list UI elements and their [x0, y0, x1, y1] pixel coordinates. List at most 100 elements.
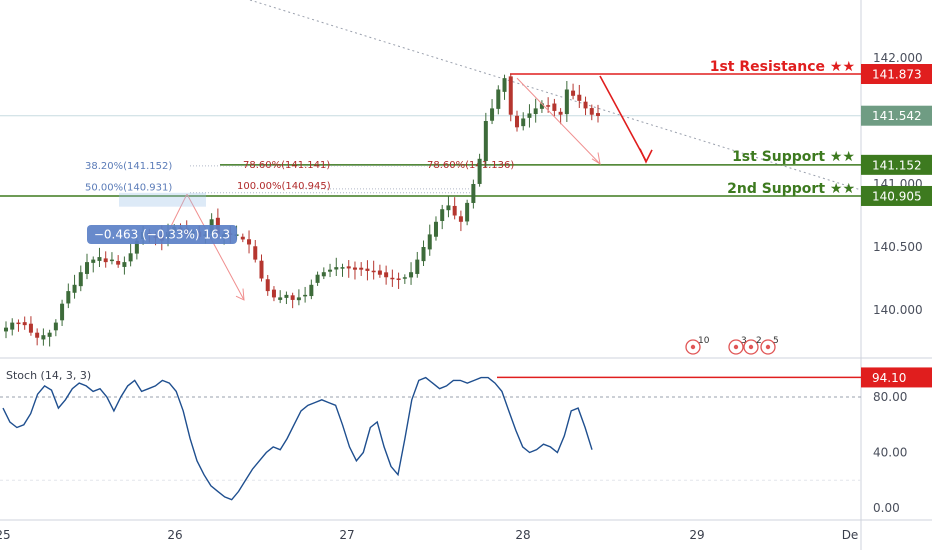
- candle-body: [321, 272, 326, 277]
- flag-event-icon: [765, 344, 771, 350]
- candle-body: [421, 247, 426, 262]
- candle-body: [527, 113, 532, 118]
- current-price-tag: [861, 105, 932, 126]
- candle-body: [128, 253, 133, 262]
- candle-body: [122, 262, 127, 267]
- price-tick-label: 140.500: [873, 240, 923, 254]
- candle-body: [409, 272, 414, 278]
- arrowhead-icon: [235, 288, 245, 301]
- candle-body: [278, 297, 283, 300]
- stoch-pane[interactable]: Stoch (14, 3, 3) 80.00 40.00 0.00 94.10: [0, 367, 932, 515]
- fib-label: 78.60%(141.136): [427, 160, 514, 171]
- support-2-label: 2nd Support ★★: [727, 181, 855, 197]
- time-tick-label: 26: [167, 528, 182, 542]
- candle-body: [259, 260, 264, 279]
- candle-body: [558, 111, 563, 115]
- fib-label: 50.00%(140.931): [85, 183, 172, 194]
- candle-body: [371, 270, 376, 273]
- candle-body: [377, 270, 382, 275]
- candle-body: [446, 205, 451, 211]
- time-axis[interactable]: 25 26 27 28 29 De: [0, 528, 858, 542]
- event-badge-count: 10: [698, 336, 710, 346]
- candle-body: [502, 78, 507, 92]
- flag-event-icon: [690, 344, 696, 350]
- stoch-legend: Stoch (14, 3, 3): [6, 369, 91, 382]
- candle-body: [78, 272, 83, 287]
- candle-body: [315, 274, 320, 283]
- current-price-tag-label: 141.542: [872, 109, 922, 123]
- candle-body: [433, 221, 438, 237]
- candle-body: [583, 101, 588, 109]
- candle-body: [247, 239, 252, 245]
- trendline: [249, 0, 862, 191]
- candle-body: [365, 268, 370, 271]
- candle-body: [303, 294, 308, 297]
- candle-body: [4, 327, 8, 332]
- flag-event-icon: [748, 344, 754, 350]
- candle-body: [41, 335, 46, 340]
- projection-arrow: [599, 75, 647, 162]
- candle-body: [571, 90, 576, 96]
- measure-tooltip: [87, 225, 237, 244]
- candle-body: [309, 284, 314, 297]
- candle-body: [22, 322, 27, 326]
- flag-event-icon: [733, 344, 739, 350]
- candle-body: [359, 267, 364, 270]
- level-price-tag: [861, 185, 932, 206]
- candle-body: [384, 272, 389, 278]
- candle-body: [352, 267, 357, 270]
- level-price-tag-label: 141.152: [872, 158, 922, 172]
- candle-body: [546, 105, 551, 107]
- candle-body: [109, 259, 114, 262]
- candle-body: [66, 291, 71, 304]
- candle-body: [490, 108, 495, 121]
- candle-body: [340, 267, 345, 269]
- candle-body: [284, 294, 289, 298]
- candle-body: [16, 322, 21, 325]
- stoch-marker-tag-label: 94.10: [872, 371, 906, 385]
- candle-body: [91, 259, 96, 263]
- stoch-tick-label: 40.00: [873, 446, 907, 460]
- time-tick-label: 27: [339, 528, 354, 542]
- resistance-label: 1st Resistance ★★: [710, 59, 855, 75]
- candle-body: [508, 76, 513, 115]
- candle-body: [471, 184, 476, 203]
- candle-body: [552, 103, 557, 111]
- candle-body: [415, 259, 420, 274]
- candle-body: [539, 103, 544, 109]
- candle-body: [72, 284, 77, 293]
- candle-body: [296, 297, 301, 301]
- candle-body: [10, 322, 15, 330]
- candle-body: [577, 94, 582, 101]
- candle-body: [116, 260, 121, 265]
- candle-body: [35, 332, 40, 338]
- measure-range: [119, 192, 206, 207]
- level-price-tag: [861, 154, 932, 175]
- stoch-marker-tag: [861, 367, 932, 388]
- candle-body: [452, 205, 457, 216]
- price-tick-label: 140.000: [873, 303, 923, 317]
- time-tick-label: 28: [515, 528, 530, 542]
- candle-body: [396, 278, 401, 280]
- time-tick-label: 25: [0, 528, 11, 542]
- candle-body: [514, 115, 519, 128]
- price-tick-label: 142.000: [873, 51, 923, 65]
- candle-body: [28, 323, 33, 333]
- candle-body: [496, 89, 501, 109]
- candle-body: [440, 209, 445, 222]
- candle-body: [533, 108, 538, 115]
- candle-body: [290, 295, 295, 300]
- price-axis[interactable]: 142.000141.500141.000140.500140.000141.5…: [861, 51, 932, 317]
- candle-body: [334, 267, 339, 270]
- pattern-arrow: [516, 77, 601, 165]
- event-badge-count: 5: [773, 336, 779, 346]
- candle-body: [47, 332, 52, 337]
- event-badge-count: 3: [741, 336, 747, 346]
- time-tick-label: 29: [689, 528, 704, 542]
- time-tick-label: De: [842, 528, 859, 542]
- arrowhead-icon: [639, 148, 653, 164]
- candle-body: [253, 246, 258, 260]
